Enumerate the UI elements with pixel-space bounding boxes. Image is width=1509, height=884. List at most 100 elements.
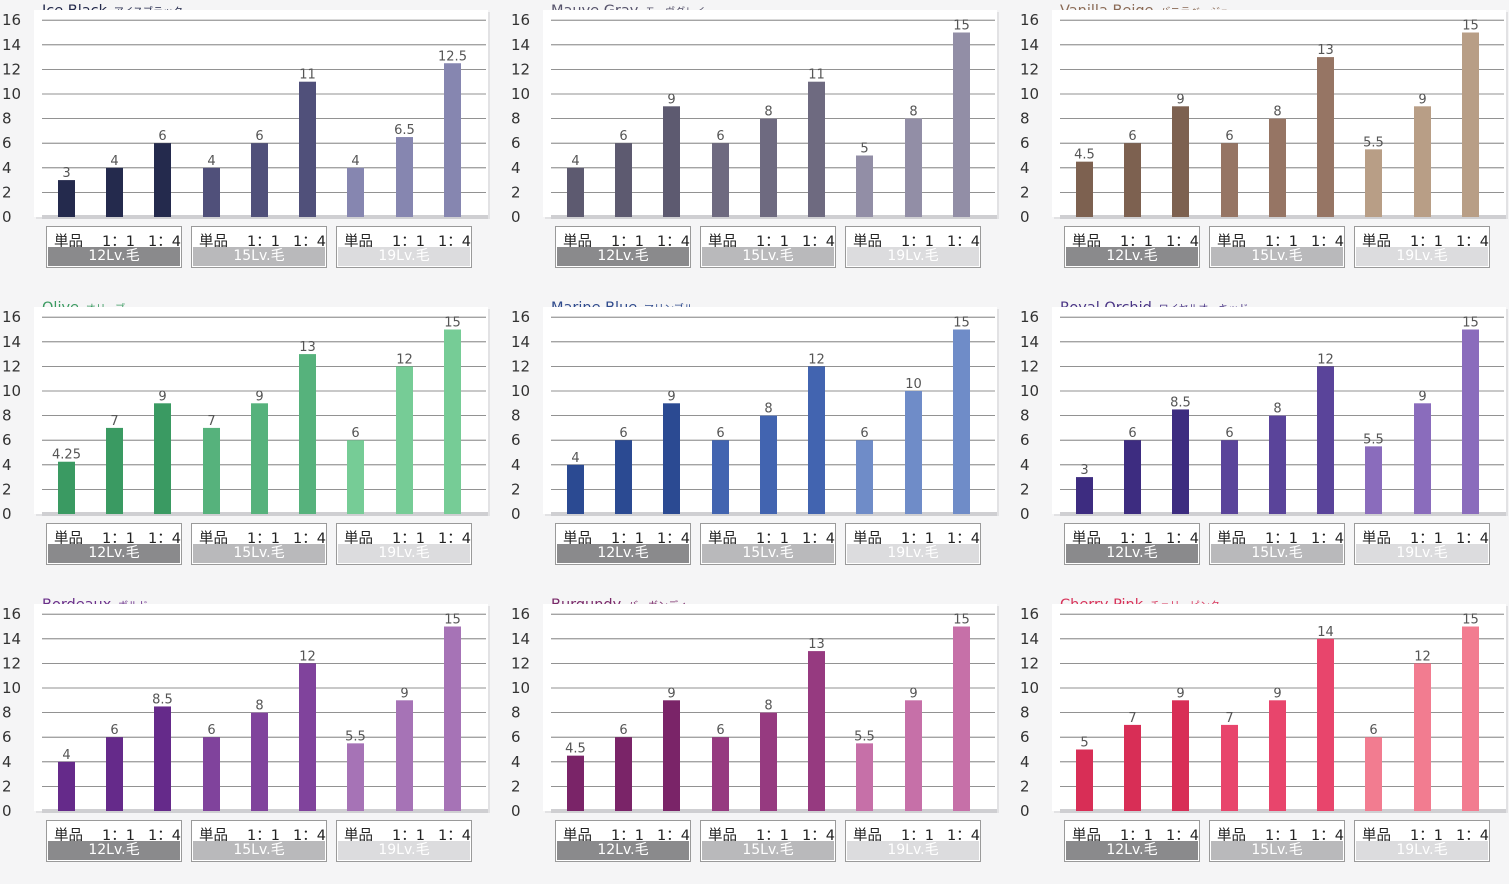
y-tick-label: 10 <box>2 85 21 103</box>
category-labels: 単品 1：1 1：4 <box>1355 525 1489 547</box>
group-label-box: 単品 1：1 1：4 15Lv.毛 <box>700 820 836 862</box>
chart-plot: 0 2 4 6 8 10 12 14 16 4 6 8.5 6 8 12 5.5 9 15 <box>2 604 490 820</box>
bar <box>1172 409 1189 514</box>
category-label: 1：4 <box>1311 234 1344 250</box>
bar <box>808 651 825 811</box>
data-label: 8 <box>909 105 917 120</box>
category-label: 1：4 <box>802 531 835 547</box>
y-tick-label: 4 <box>2 159 12 177</box>
data-label: 9 <box>667 389 675 404</box>
data-label: 9 <box>1418 389 1426 404</box>
y-tick-label: 6 <box>2 431 12 449</box>
category-label: 単品 <box>1072 828 1101 844</box>
data-label: 8 <box>255 699 263 714</box>
category-labels: 単品 1：1 1：4 <box>47 228 181 250</box>
bar <box>1221 143 1238 217</box>
bar <box>106 167 123 217</box>
data-label: 12 <box>808 352 825 367</box>
group-label: 12Lv.毛 <box>557 841 689 860</box>
data-label: 5.5 <box>1363 135 1384 150</box>
bar <box>299 81 316 217</box>
bar <box>1365 446 1382 514</box>
bar <box>154 706 171 811</box>
bar <box>1462 329 1479 514</box>
category-label: 1：4 <box>802 234 835 250</box>
category-label: 1：1 <box>1410 531 1443 547</box>
bar <box>347 167 364 217</box>
chart-plot: 0 2 4 6 8 10 12 14 16 3 4 6 4 6 11 4 6.5 12.5 <box>2 10 490 226</box>
bar <box>1172 700 1189 811</box>
chart-panel: Bordeaux -ボルドー-0246810121416468.568125.5… <box>0 594 495 884</box>
group-label: 15Lv.毛 <box>1211 544 1343 563</box>
bar <box>1365 737 1382 811</box>
group-label: 12Lv.毛 <box>1066 841 1198 860</box>
y-tick-label: 14 <box>1020 333 1039 351</box>
chart-panel: Vanilla Beige -バニラベージュ-02468101214164.56… <box>1018 0 1509 290</box>
data-label: 6 <box>207 723 215 738</box>
y-tick-label: 10 <box>511 382 530 400</box>
group-label-box: 単品 1：1 1：4 19Lv.毛 <box>1354 523 1490 565</box>
bar <box>251 143 268 217</box>
group-label-box: 単品 1：1 1：4 15Lv.毛 <box>1209 226 1345 268</box>
data-label: 7 <box>110 414 118 429</box>
category-label: 1：4 <box>947 234 980 250</box>
category-labels: 単品 1：1 1：4 <box>192 525 326 547</box>
category-label: 単品 <box>1217 828 1246 844</box>
data-label: 15 <box>1462 316 1479 331</box>
category-labels: 単品 1：1 1：4 <box>337 822 471 844</box>
bar <box>615 143 632 217</box>
chart-plot: 0 2 4 6 8 10 12 14 16 4.5 6 9 6 8 13 5.5 9 15 <box>511 604 999 820</box>
bar <box>1317 366 1334 514</box>
bar <box>299 354 316 514</box>
category-label: 1：1 <box>1120 234 1153 250</box>
category-label: 1：4 <box>1311 828 1344 844</box>
bar <box>760 712 777 811</box>
y-tick-label: 16 <box>1020 308 1039 326</box>
chart-plot: 0 2 4 6 8 10 12 14 16 4 6 9 6 8 11 5 8 15 <box>511 10 999 226</box>
data-label: 12 <box>299 649 316 664</box>
bar <box>154 143 171 217</box>
category-labels: 単品 1：1 1：4 <box>846 525 980 547</box>
y-tick-label: 6 <box>511 728 521 746</box>
data-label: 8 <box>764 402 772 417</box>
y-tick-label: 6 <box>511 431 521 449</box>
category-label: 1：1 <box>1265 531 1298 547</box>
category-labels: 単品 1：1 1：4 <box>701 822 835 844</box>
data-label: 6 <box>716 723 724 738</box>
data-label: 7 <box>207 414 215 429</box>
y-tick-label: 12 <box>1020 60 1039 78</box>
bar <box>1124 143 1141 217</box>
data-label: 7 <box>1225 711 1233 726</box>
group-label: 15Lv.毛 <box>702 544 834 563</box>
data-label: 6 <box>158 129 166 144</box>
category-label: 1：4 <box>1166 531 1199 547</box>
y-tick-label: 0 <box>511 208 521 226</box>
category-label: 1：4 <box>947 828 980 844</box>
y-tick-label: 4 <box>1020 159 1030 177</box>
chart-panel: Burgundy -バーガンディー-02468101214164.5696813… <box>509 594 1004 884</box>
group-label-box: 単品 1：1 1：4 19Lv.毛 <box>336 820 472 862</box>
y-tick-label: 16 <box>2 308 21 326</box>
bar <box>251 712 268 811</box>
category-labels: 単品 1：1 1：4 <box>337 525 471 547</box>
category-label: 1：1 <box>756 828 789 844</box>
y-tick-label: 6 <box>1020 431 1030 449</box>
data-label: 4 <box>62 748 70 763</box>
y-tick-label: 14 <box>511 36 530 54</box>
data-label: 6 <box>1128 426 1136 441</box>
group-label: 12Lv.毛 <box>557 247 689 266</box>
y-tick-label: 16 <box>1020 605 1039 623</box>
y-tick-label: 14 <box>511 630 530 648</box>
y-tick-label: 2 <box>511 777 521 795</box>
bar <box>347 440 364 514</box>
category-label: 単品 <box>1362 234 1391 250</box>
y-tick-label: 4 <box>511 753 521 771</box>
data-label: 15 <box>1462 613 1479 628</box>
bar <box>1414 403 1431 514</box>
data-label: 7 <box>1128 711 1136 726</box>
category-label: 1：4 <box>1311 531 1344 547</box>
bar <box>154 403 171 514</box>
bar <box>856 440 873 514</box>
y-tick-label: 8 <box>2 704 12 722</box>
y-tick-label: 4 <box>511 456 521 474</box>
